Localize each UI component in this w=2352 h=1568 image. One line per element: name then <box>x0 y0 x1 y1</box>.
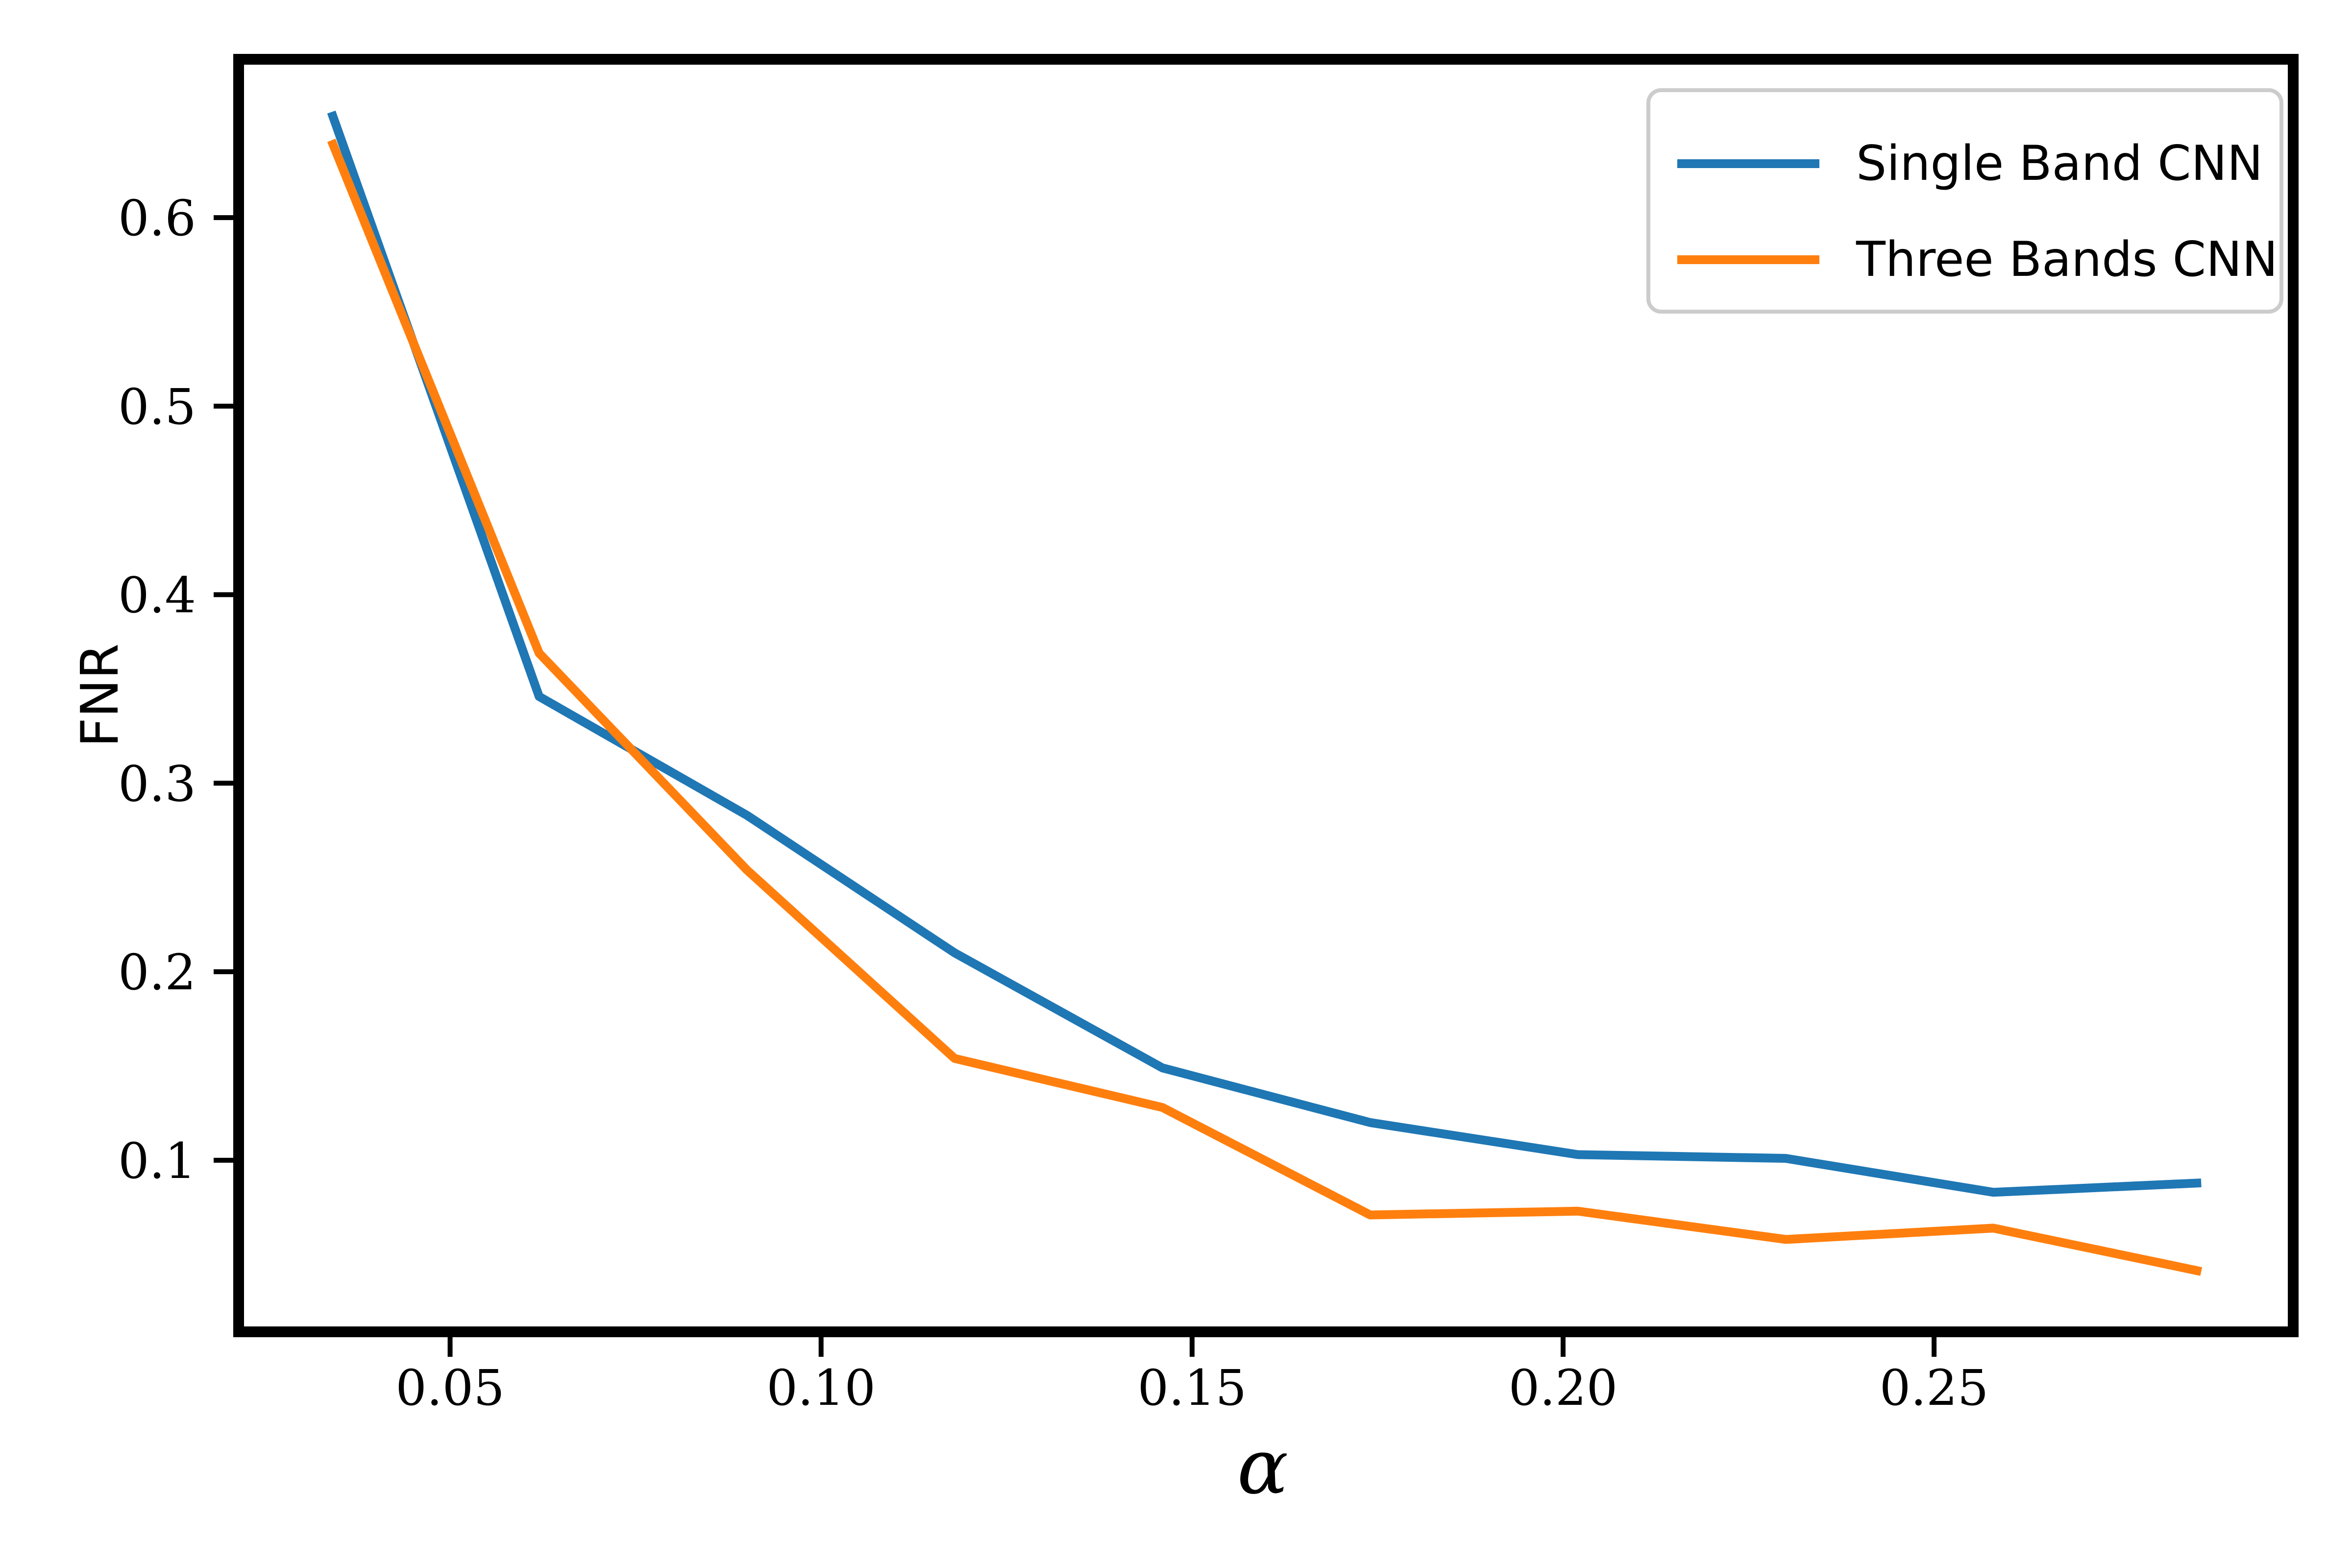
y-axis-label: FNR <box>70 643 130 747</box>
x-tick-label: 0.05 <box>395 1359 505 1417</box>
y-tick-label: 0.5 <box>118 378 196 436</box>
legend-entry-single-band: Single Band CNN <box>1677 139 2263 189</box>
x-tick-label: 0.15 <box>1138 1359 1247 1417</box>
y-tick-label: 0.2 <box>118 944 196 1001</box>
y-tick-label: 0.1 <box>118 1132 196 1190</box>
legend-line-swatch-orange <box>1677 255 1819 264</box>
legend-line-swatch-blue <box>1677 159 1819 168</box>
y-tick-label: 0.3 <box>118 755 196 812</box>
legend-label: Three Bands CNN <box>1856 232 2278 288</box>
y-tick-label: 0.4 <box>118 567 196 624</box>
y-tick-label: 0.6 <box>118 190 196 247</box>
legend-box: Single Band CNN Three Bands CNN <box>1646 88 2283 314</box>
legend-label: Single Band CNN <box>1856 136 2263 192</box>
legend-entry-three-bands: Three Bands CNN <box>1677 235 2278 285</box>
series-line-three-bands-cnn <box>327 139 2203 1276</box>
x-tick-label: 0.10 <box>766 1359 876 1417</box>
plot-frame <box>233 54 2299 1337</box>
x-tick-label: 0.25 <box>1880 1359 1989 1417</box>
x-tick-label: 0.20 <box>1509 1359 1618 1417</box>
x-axis-label: α <box>1237 1422 1289 1511</box>
